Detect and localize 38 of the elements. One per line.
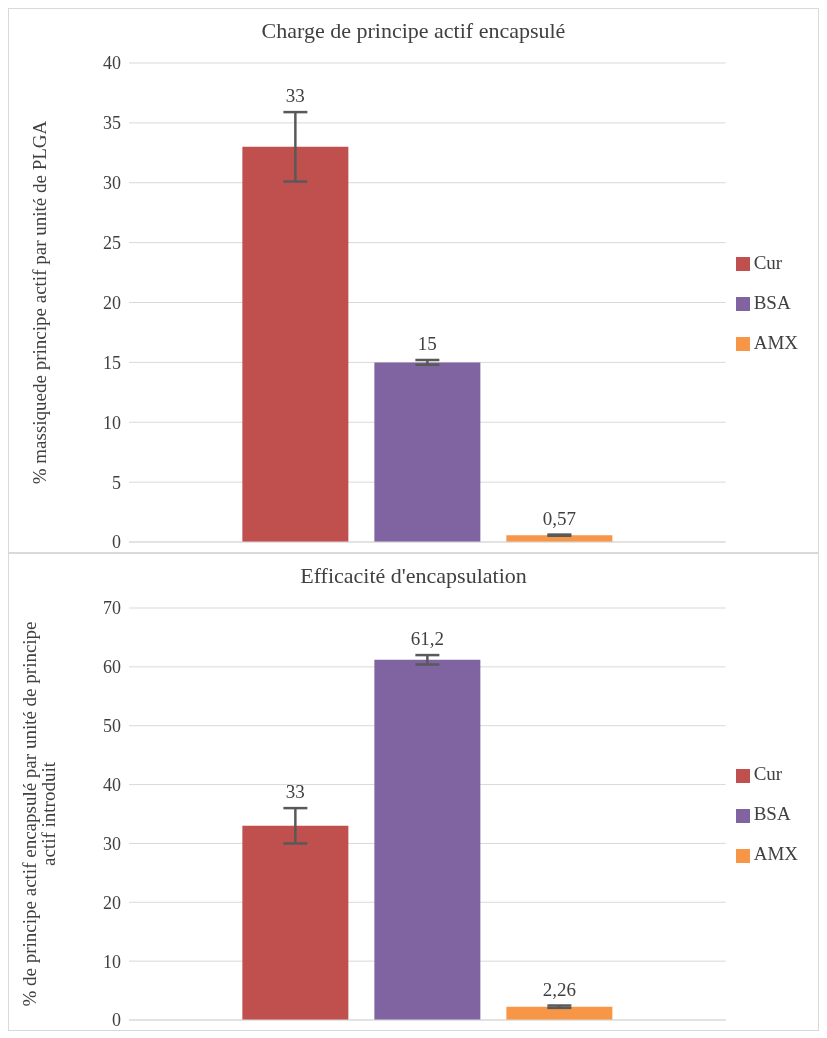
- y-axis-title: % massiquede principe actif par unité de PLGA: [28, 120, 50, 485]
- data-label: 0,57: [542, 507, 576, 529]
- legend-label: Cur: [753, 763, 783, 784]
- legend-label: BSA: [753, 291, 791, 313]
- data-label: 61,2: [410, 628, 444, 650]
- y-tick-label: 0: [112, 1010, 121, 1031]
- legend-label: AMX: [753, 331, 798, 353]
- data-label: 15: [417, 332, 437, 354]
- y-tick-label: 30: [103, 173, 121, 194]
- bar: [374, 362, 481, 542]
- data-label: 2,26: [542, 978, 576, 1000]
- bar: [242, 825, 349, 1020]
- y-tick-label: 35: [103, 113, 121, 134]
- legend-label: BSA: [753, 803, 791, 824]
- y-tick-label: 20: [103, 292, 121, 313]
- data-label: 33: [285, 85, 305, 107]
- y-tick-label: 70: [103, 598, 121, 619]
- chart-title: Charge de principe actif encapsulé: [260, 17, 567, 45]
- y-tick-label: 5: [112, 472, 121, 493]
- legend-label: Cur: [753, 251, 783, 273]
- legend-label: AMX: [753, 843, 798, 864]
- bar: [374, 659, 481, 1020]
- y-tick-label: 0: [112, 532, 121, 553]
- y-tick-label: 20: [103, 892, 121, 913]
- y-axis-title: % de principe actif encapsulé par unité de principe actif introduit: [19, 621, 60, 1007]
- data-label: 33: [285, 781, 305, 803]
- bar: [506, 1006, 613, 1020]
- y-tick-label: 40: [103, 53, 121, 74]
- y-tick-label: 50: [103, 716, 121, 737]
- y-tick-label: 10: [103, 951, 121, 972]
- bar: [242, 146, 349, 542]
- y-tick-label: 25: [103, 233, 121, 254]
- y-tick-label: 10: [103, 412, 121, 433]
- y-tick-label: 40: [103, 774, 121, 795]
- y-tick-label: 15: [103, 352, 121, 373]
- chart-title: Efficacité d'encapsulation: [299, 562, 528, 590]
- y-tick-label: 60: [103, 657, 121, 678]
- y-tick-label: 30: [103, 833, 121, 854]
